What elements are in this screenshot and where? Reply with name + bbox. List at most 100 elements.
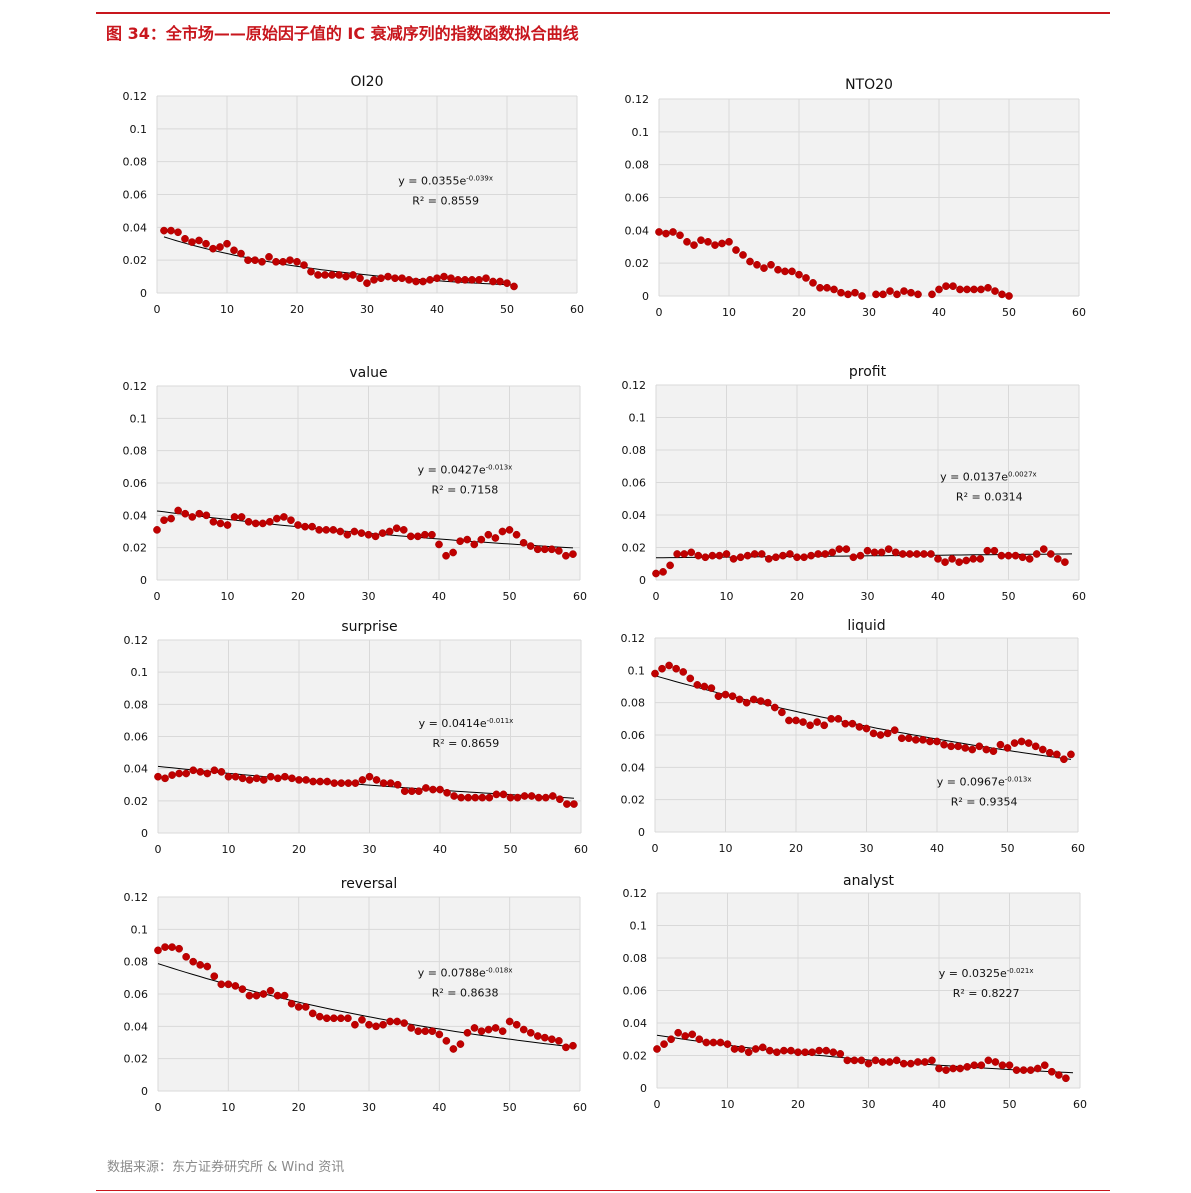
data-point	[907, 288, 915, 297]
data-point	[772, 553, 780, 562]
data-point	[844, 290, 852, 299]
y-tick-label: 0	[140, 287, 147, 300]
y-tick-label: 0.12	[621, 632, 646, 645]
data-point	[1040, 1061, 1049, 1070]
data-point	[393, 1017, 401, 1026]
y-tick-label: 0.04	[124, 763, 149, 776]
data-point	[252, 991, 261, 1000]
data-point	[562, 1043, 570, 1052]
data-point	[293, 257, 301, 266]
data-point	[505, 1017, 514, 1026]
data-point	[928, 1056, 936, 1065]
data-point	[174, 228, 182, 237]
x-tick-label: 0	[155, 1101, 162, 1114]
data-point	[350, 527, 359, 536]
x-tick-label: 30	[360, 303, 374, 316]
data-point	[898, 550, 907, 558]
data-point	[996, 740, 1005, 749]
data-point	[238, 985, 247, 994]
data-point	[301, 1003, 310, 1011]
data-point	[540, 545, 549, 554]
data-point	[984, 283, 992, 292]
data-point	[905, 550, 914, 558]
data-point	[956, 1064, 965, 1073]
data-point	[365, 772, 374, 781]
data-point	[858, 292, 866, 300]
data-point	[195, 236, 203, 245]
y-tick-label: 0.06	[621, 729, 646, 742]
data-point	[259, 776, 268, 784]
data-point	[968, 745, 977, 754]
data-point	[876, 731, 885, 739]
r-squared: R² = 0.8559	[412, 195, 479, 208]
data-point	[365, 1020, 373, 1029]
data-point	[921, 1058, 929, 1066]
top-rule	[96, 12, 1110, 14]
y-tick-label: 0.04	[123, 509, 148, 522]
data-point	[975, 742, 984, 751]
data-point	[195, 509, 204, 518]
data-point	[904, 734, 913, 743]
data-point	[442, 551, 450, 560]
data-point	[280, 513, 288, 521]
data-point	[963, 285, 971, 294]
x-tick-label: 10	[220, 303, 234, 316]
data-point	[154, 772, 162, 781]
data-point	[287, 516, 295, 525]
data-point	[217, 768, 226, 776]
data-point	[174, 506, 182, 515]
data-point	[914, 1058, 922, 1066]
data-point	[899, 1059, 908, 1068]
x-tick-label: 50	[1001, 842, 1015, 855]
data-point	[841, 719, 850, 728]
x-tick-label: 60	[573, 1101, 587, 1114]
data-point	[785, 716, 793, 725]
data-point	[534, 793, 543, 802]
y-tick-label: 0.02	[625, 257, 650, 270]
x-tick-label: 0	[653, 590, 660, 603]
data-point	[1067, 750, 1075, 759]
data-point	[216, 243, 224, 251]
x-tick-label: 60	[1073, 1098, 1087, 1111]
data-point	[563, 800, 571, 808]
x-tick-label: 60	[573, 590, 587, 603]
x-tick-label: 50	[503, 590, 517, 603]
x-tick-label: 40	[932, 306, 946, 319]
data-point	[322, 1014, 331, 1023]
data-point	[265, 517, 274, 526]
data-point	[878, 1058, 887, 1066]
data-point	[956, 285, 964, 294]
data-point	[983, 546, 992, 555]
x-tick-label: 10	[721, 1098, 735, 1111]
data-point	[555, 547, 563, 555]
x-tick-label: 20	[291, 590, 305, 603]
data-point	[851, 288, 859, 297]
data-point	[496, 277, 504, 286]
data-point	[962, 556, 971, 565]
data-point	[209, 517, 218, 526]
r-squared: R² = 0.8638	[432, 987, 499, 1000]
figure-title: 图 34：全市场——原始因子值的 IC 衰减序列的指数函数拟合曲线	[106, 24, 579, 43]
data-point	[301, 522, 309, 531]
data-point	[407, 787, 416, 796]
y-tick-label: 0.06	[625, 192, 650, 205]
y-tick-label: 0.08	[123, 156, 148, 169]
data-point	[223, 521, 232, 529]
data-point	[799, 718, 807, 726]
x-tick-label: 60	[570, 303, 584, 316]
data-point	[913, 550, 921, 558]
data-point	[919, 736, 927, 744]
y-tick-label: 0.06	[123, 477, 148, 490]
data-point	[463, 535, 472, 544]
x-tick-label: 40	[432, 590, 446, 603]
data-point	[386, 1017, 394, 1026]
data-point	[949, 282, 957, 290]
data-point	[175, 769, 183, 778]
r-squared: R² = 0.8659	[433, 737, 500, 750]
data-point	[814, 550, 823, 558]
x-tick-label: 30	[860, 842, 874, 855]
data-point	[890, 726, 899, 735]
data-point	[1054, 555, 1062, 563]
data-point	[385, 527, 394, 536]
data-point	[377, 274, 385, 283]
